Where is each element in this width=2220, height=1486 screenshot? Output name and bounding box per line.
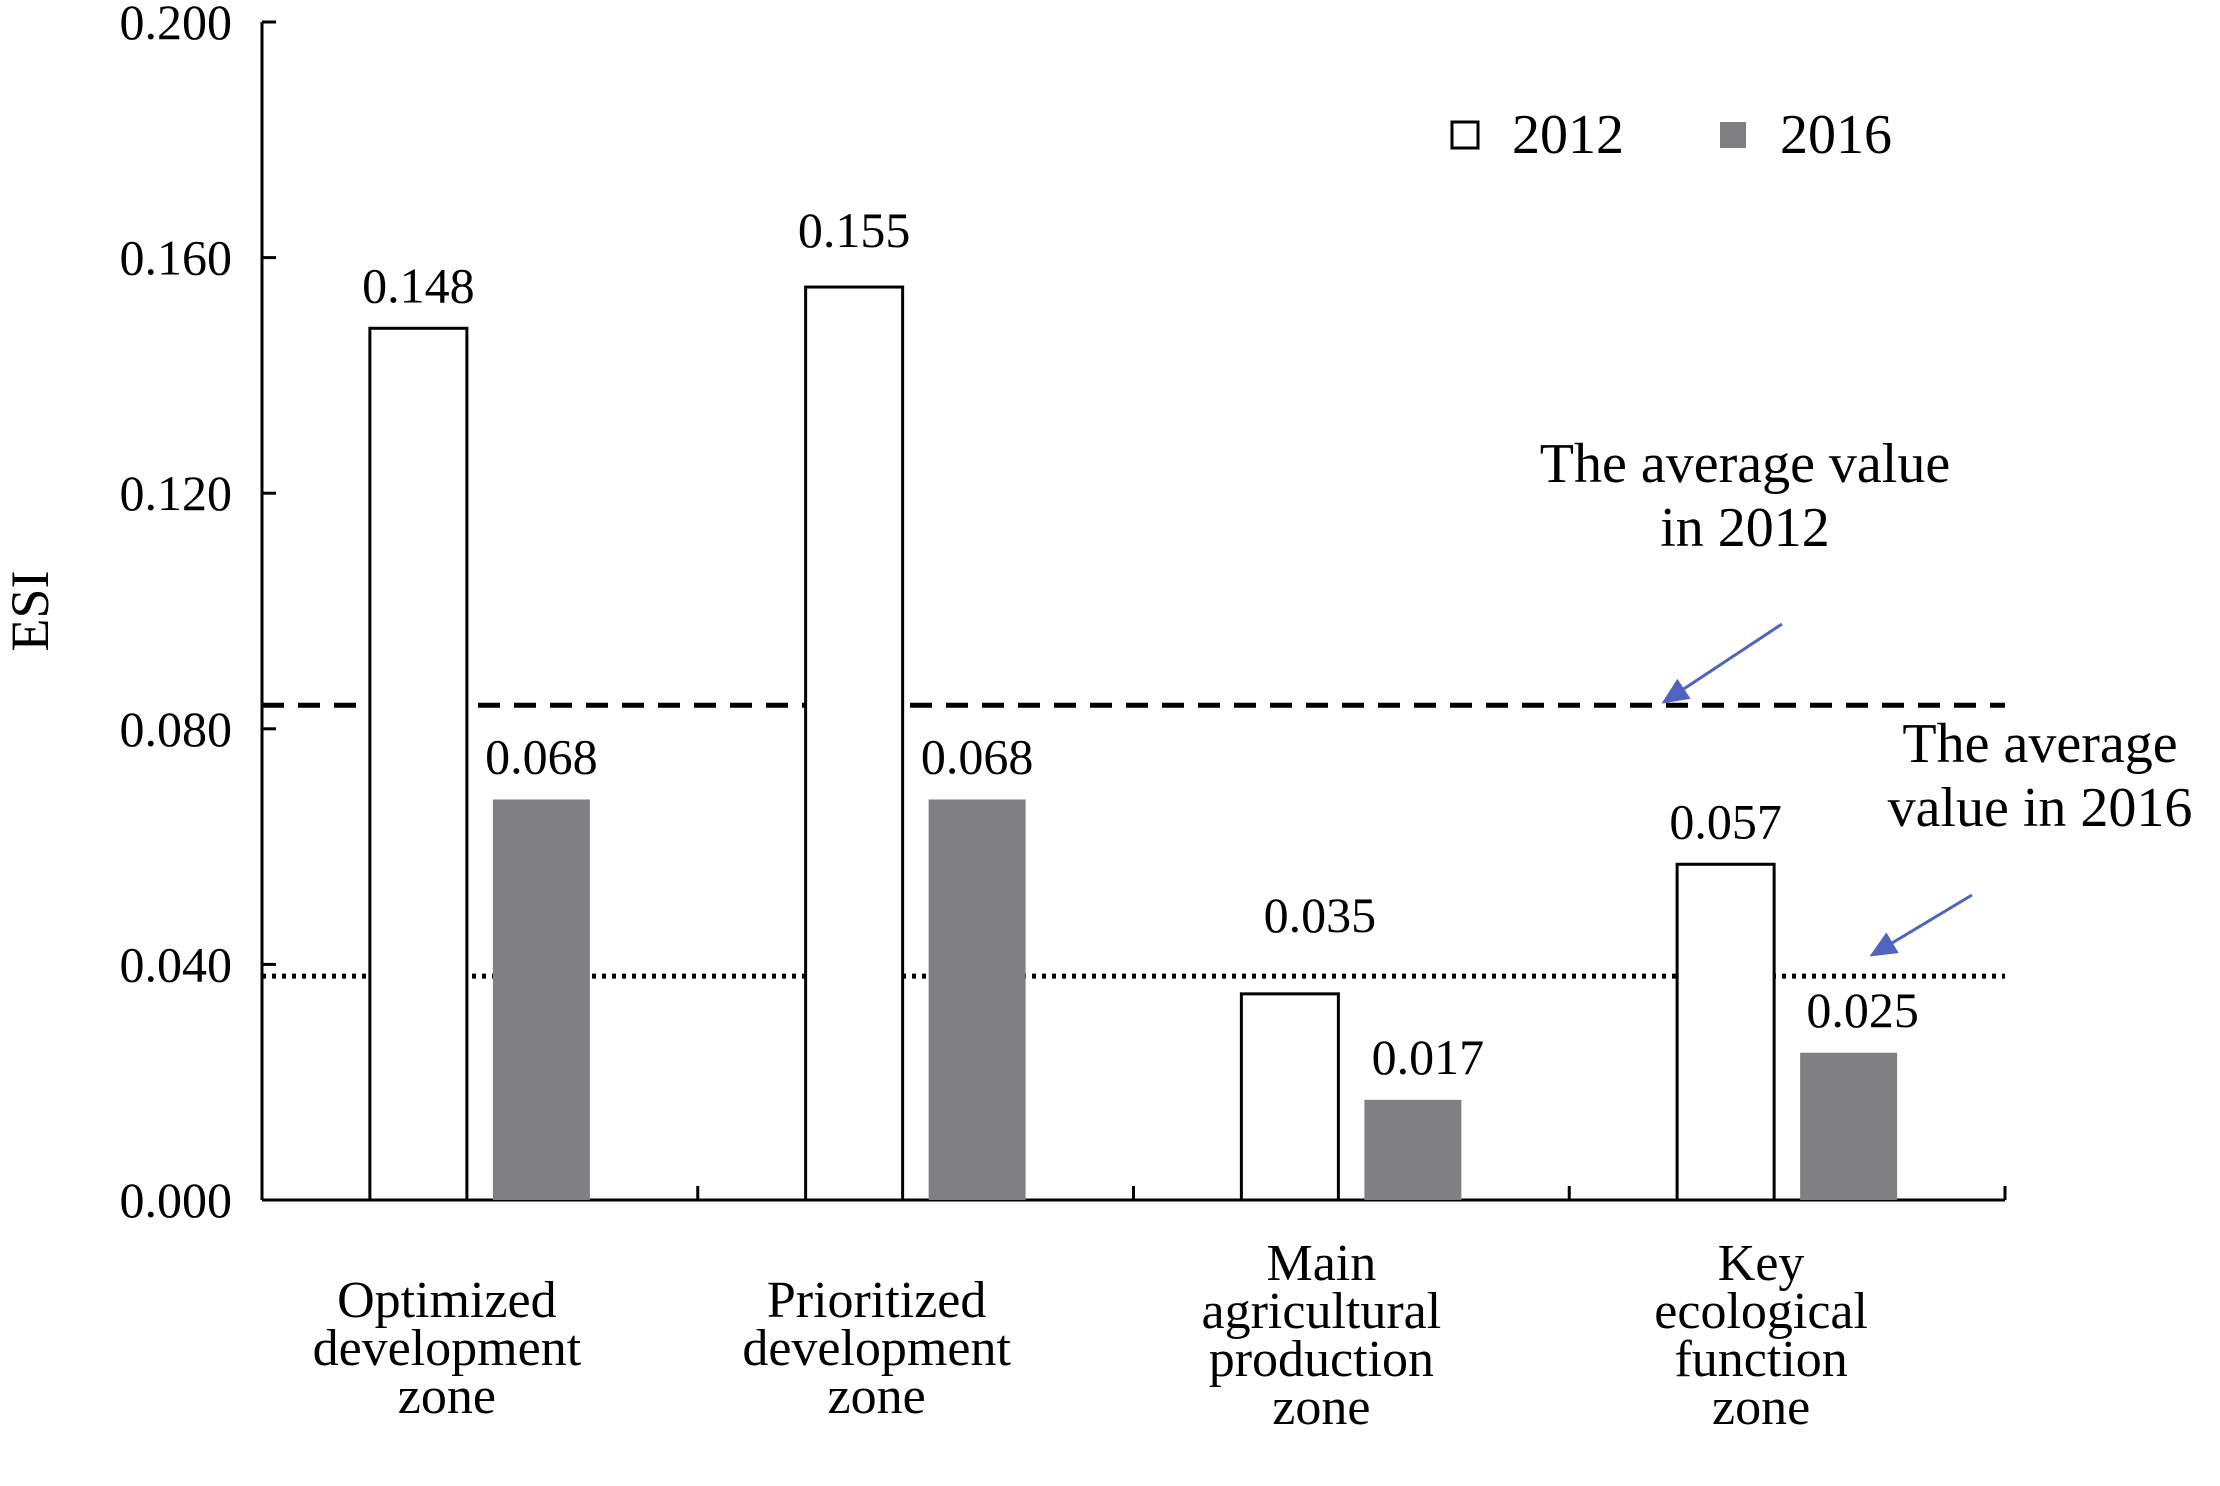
data-labels: 0.148 0.068 0.155 0.068 0.035 0.017 0.057 0.025	[362, 202, 1919, 1085]
data-label-2016-4: 0.025	[1806, 982, 1919, 1038]
reference-line-label-1: The average value	[1540, 433, 1950, 495]
category-label-3: Main	[1266, 1235, 1376, 1292]
data-label-2016-2: 0.068	[921, 728, 1034, 784]
category-label-3: production	[1209, 1331, 1434, 1388]
category-label-3: agricultural	[1202, 1283, 1442, 1340]
data-label-2012-2: 0.155	[798, 202, 911, 258]
y-tick-label: 0.080	[120, 701, 233, 757]
data-label-2016-3: 0.017	[1372, 1029, 1485, 1085]
category-label-4: Key	[1718, 1235, 1805, 1292]
axes: 0.000 0.040 0.080 0.120 0.160 0.200 ESI Optimiz…	[0, 0, 2007, 1436]
bar-2012-3	[1239, 992, 1340, 1202]
y-tick-label: 0.040	[120, 936, 233, 992]
y-tick-label: 0.120	[120, 465, 233, 521]
category-label-1: Optimized	[337, 1272, 557, 1329]
y-tick-label: 0.000	[120, 1172, 233, 1228]
category-label-2: development	[742, 1320, 1011, 1377]
reference-line-label-1: in 2012	[1660, 497, 1830, 559]
category-label-1: zone	[398, 1368, 496, 1425]
data-label-2012-3: 0.035	[1264, 887, 1377, 943]
category-label-3: zone	[1272, 1379, 1370, 1436]
bars	[368, 285, 1898, 1202]
category-label-1: development	[313, 1320, 582, 1377]
legend-swatch-2016	[1720, 122, 1746, 148]
legend-label-2016: 2016	[1780, 104, 1892, 166]
category-label-4: zone	[1712, 1379, 1810, 1436]
bar-2016-3	[1364, 1099, 1462, 1200]
y-tick-label: 0.200	[120, 0, 233, 50]
data-label-2012-1: 0.148	[362, 257, 475, 313]
bar-2012-4	[1675, 862, 1776, 1202]
legend-swatch-2012	[1450, 120, 1480, 150]
y-tick-label: 0.160	[120, 230, 233, 286]
category-label-4: ecological	[1654, 1283, 1868, 1340]
legend-label-2012: 2012	[1512, 104, 1624, 166]
category-label-2: Prioritized	[767, 1272, 987, 1329]
bar-2016-1	[492, 799, 590, 1200]
bar-2012-1	[368, 326, 469, 1202]
annotation-arrow-1	[1661, 622, 1783, 704]
bar-2016-2	[928, 799, 1026, 1200]
reference-line-label-2: value in 2016	[1888, 777, 2193, 839]
y-axis-title: ESI	[0, 571, 60, 652]
data-label-2016-1: 0.068	[485, 728, 598, 784]
bar-2012-2	[804, 285, 905, 1202]
category-label-2: zone	[828, 1368, 926, 1425]
bar-2016-4	[1800, 1052, 1898, 1200]
legend: 2012 2016	[1450, 104, 1892, 166]
data-label-2012-4: 0.057	[1669, 793, 1782, 849]
annotation-arrow-2	[1869, 893, 1973, 957]
reference-line-label-2: The average	[1902, 713, 2177, 775]
category-label-4: function	[1674, 1331, 1847, 1388]
